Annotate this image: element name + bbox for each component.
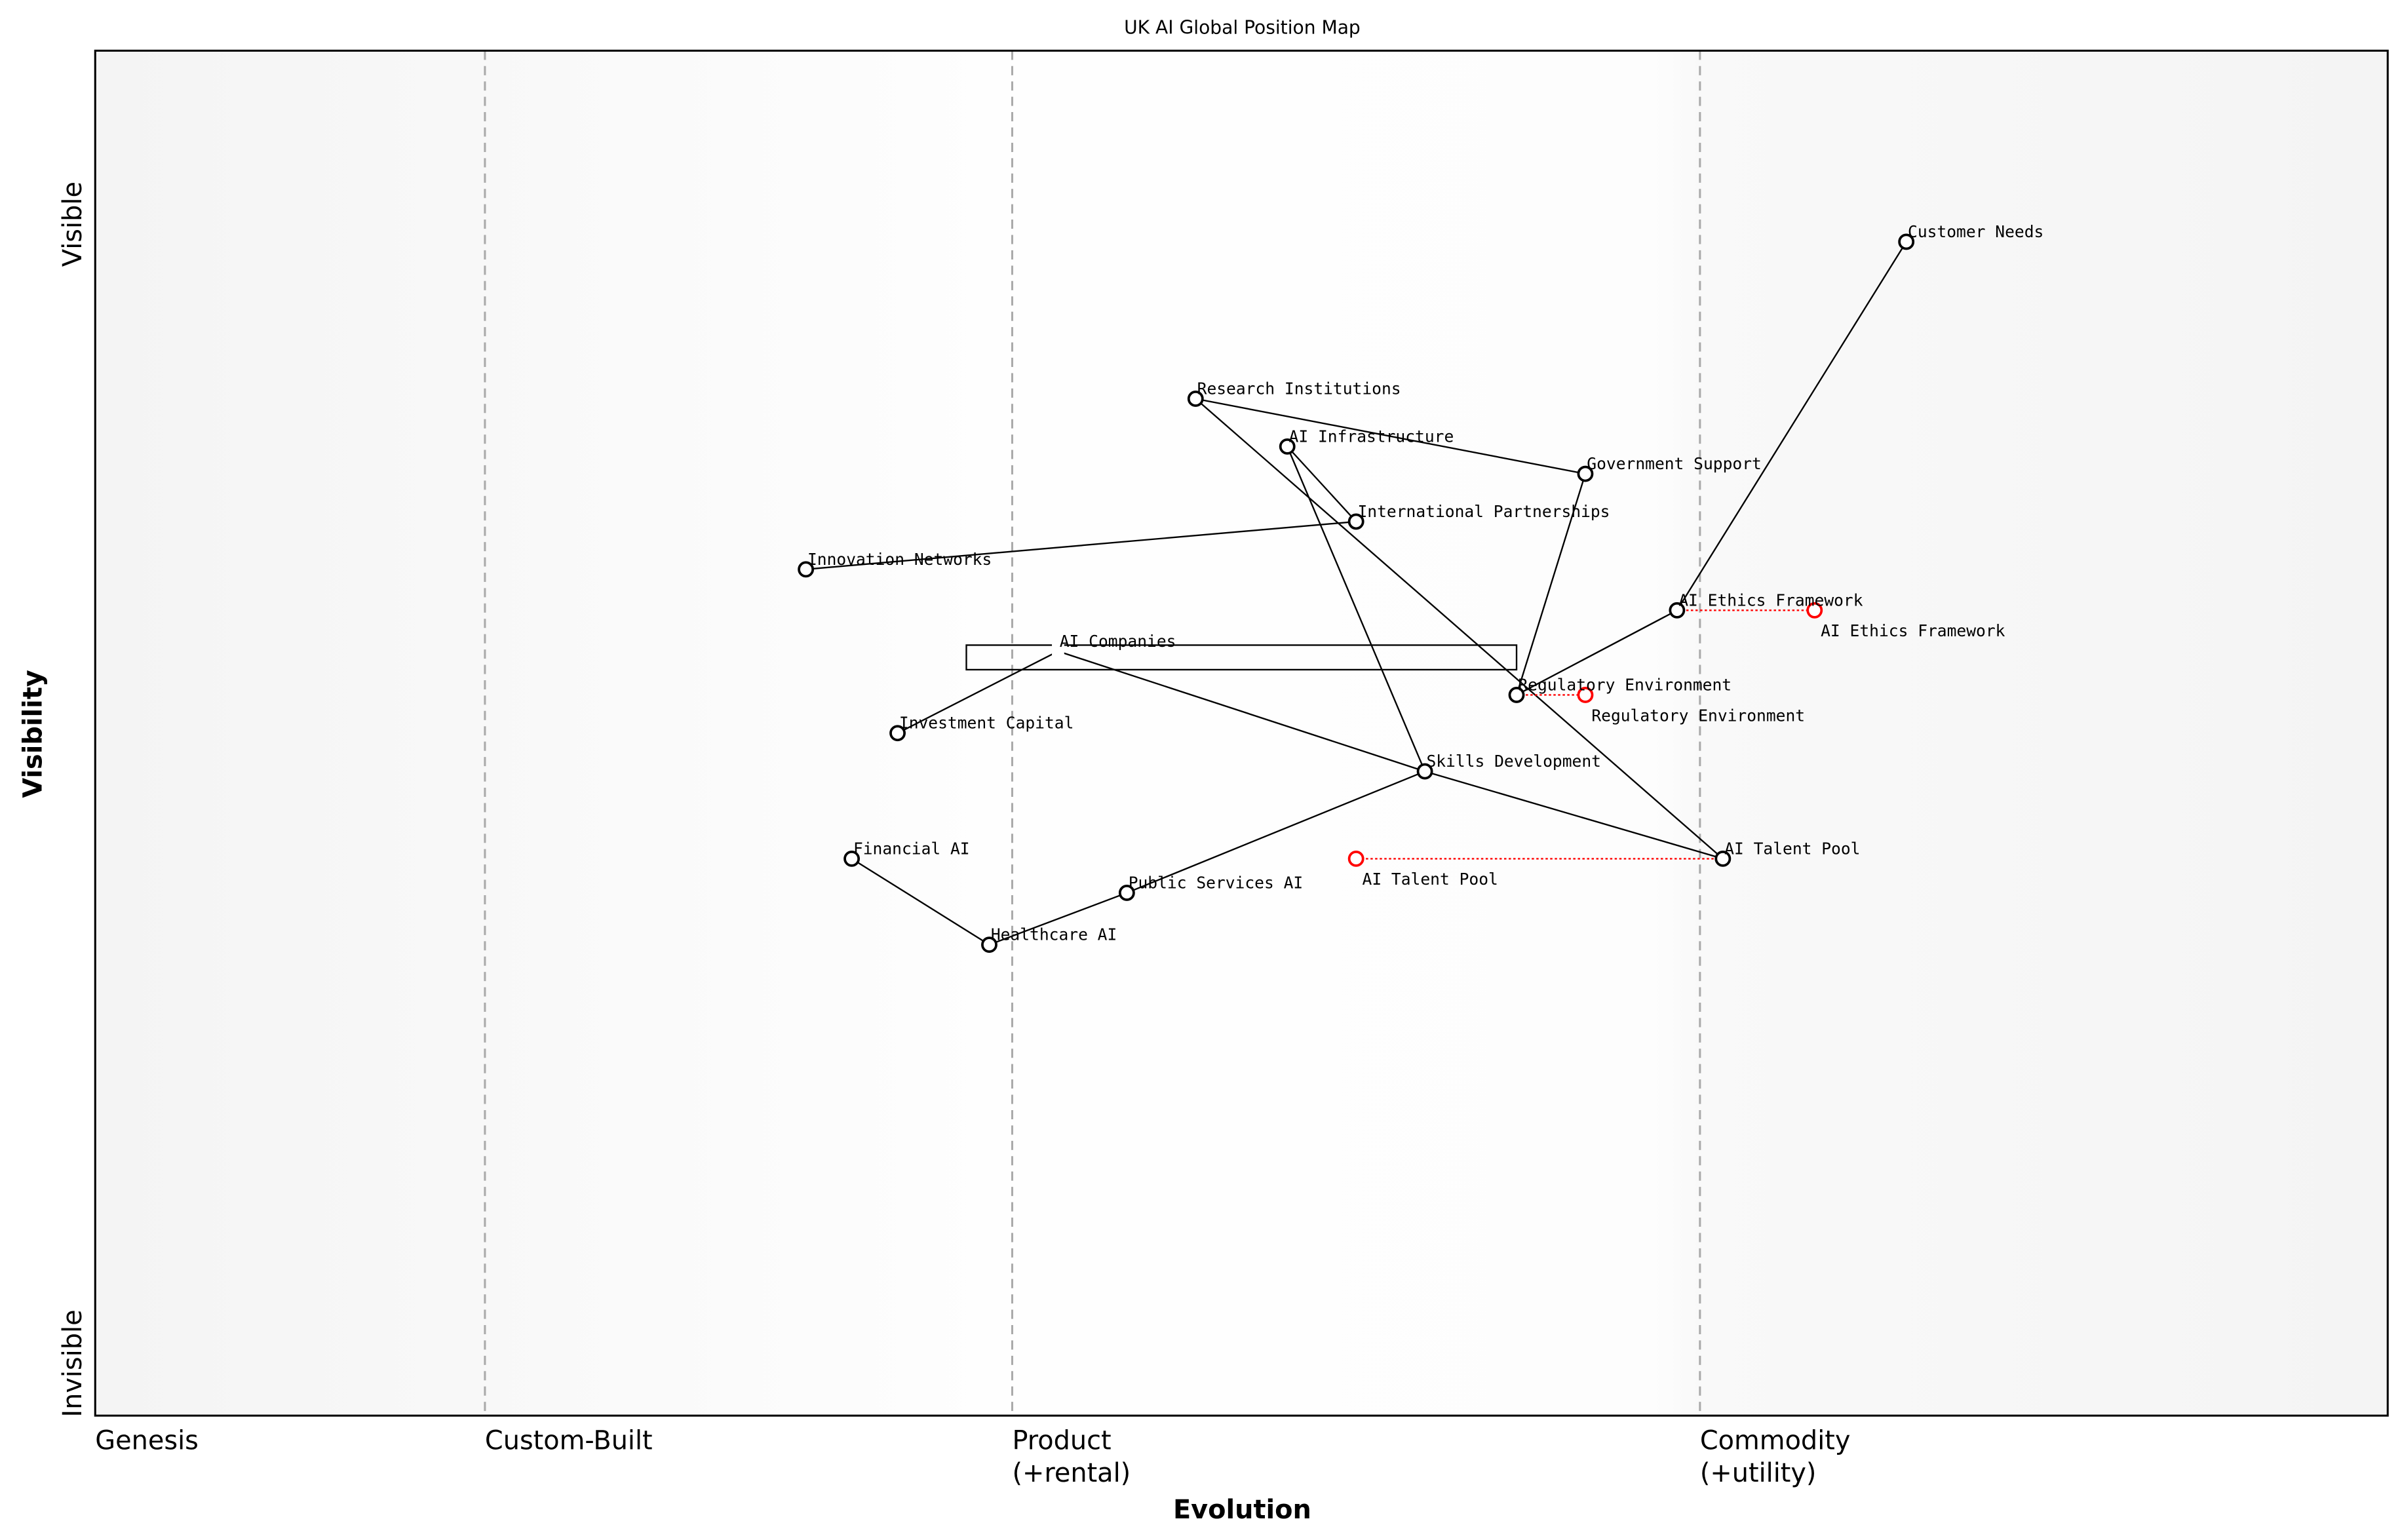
component-label: AI Talent Pool — [1724, 839, 1860, 858]
component-marker — [1279, 438, 1296, 455]
component-label: AI Companies — [1060, 632, 1176, 651]
component-marker — [843, 850, 861, 867]
component-label: Skills Development — [1426, 752, 1601, 771]
y-axis-invisible-label: Invisible — [58, 1309, 88, 1417]
x-stage-label: Product — [1012, 1426, 1111, 1456]
pipeline-box — [965, 644, 1518, 671]
dependency-link — [1287, 446, 1357, 522]
x-axis-title: Evolution — [1173, 1495, 1311, 1525]
x-stage-label: Genesis — [95, 1426, 199, 1456]
dependency-link — [989, 892, 1127, 946]
x-stage-label: Commodity — [1700, 1426, 1851, 1456]
dependency-link — [1676, 241, 1907, 611]
dependency-link — [1126, 771, 1425, 894]
evolved-component-marker — [1806, 602, 1823, 619]
dependency-link — [897, 650, 1058, 734]
component-label: AI Infrastructure — [1289, 427, 1454, 446]
component-marker — [798, 561, 815, 578]
component-label: Innovation Networks — [807, 550, 992, 569]
component-label: Public Services AI — [1129, 873, 1304, 892]
component-marker — [1669, 602, 1686, 619]
component-label: International Partnerships — [1358, 502, 1610, 521]
component-marker — [1347, 513, 1365, 530]
dependency-link — [805, 520, 1357, 570]
component-marker — [1508, 687, 1525, 703]
plot-frame — [94, 49, 2389, 1417]
dependency-link — [1058, 650, 1425, 773]
dependency-link — [1195, 398, 1586, 475]
component-marker-hidden — [1052, 642, 1064, 661]
component-label: Customer Needs — [1908, 222, 2043, 241]
x-stage-label: Custom-Built — [485, 1426, 653, 1456]
dependency-link — [1515, 473, 1587, 695]
component-marker — [1577, 465, 1594, 482]
evolved-component-label: Regulatory Environment — [1591, 706, 1805, 725]
component-marker — [1118, 885, 1135, 901]
dependency-link — [1287, 446, 1426, 772]
component-marker — [889, 725, 906, 742]
component-label: Healthcare AI — [991, 925, 1117, 944]
plot-background — [95, 50, 2388, 1416]
component-marker — [1187, 391, 1204, 407]
component-marker — [1714, 850, 1732, 867]
component-label: Research Institutions — [1197, 379, 1401, 398]
map-title: UK AI Global Position Map — [1124, 17, 1361, 39]
component-marker — [981, 936, 997, 953]
component-label: Government Support — [1587, 454, 1762, 473]
component-marker — [1416, 763, 1433, 780]
y-axis-visible-label: Visible — [58, 182, 88, 267]
dependency-link — [1424, 770, 1724, 860]
component-marker — [1898, 233, 1915, 250]
component-label: Regulatory Environment — [1518, 675, 1732, 694]
component-label: Investment Capital — [899, 714, 1074, 733]
y-axis-title: Visibility — [18, 670, 48, 798]
x-stage-sublabel: (+utility) — [1700, 1458, 1817, 1488]
dependency-link — [1516, 609, 1678, 696]
component-label: AI Ethics Framework — [1678, 590, 1863, 609]
dependency-link — [851, 858, 990, 946]
component-label: Financial AI — [853, 839, 970, 858]
evolved-component-label: AI Ethics Framework — [1821, 621, 2005, 640]
evolved-component-marker — [1577, 687, 1594, 703]
evolved-component-marker — [1347, 850, 1365, 867]
dependency-link — [1195, 398, 1724, 860]
x-stage-sublabel: (+rental) — [1012, 1458, 1131, 1488]
evolved-component-label: AI Talent Pool — [1363, 870, 1498, 889]
